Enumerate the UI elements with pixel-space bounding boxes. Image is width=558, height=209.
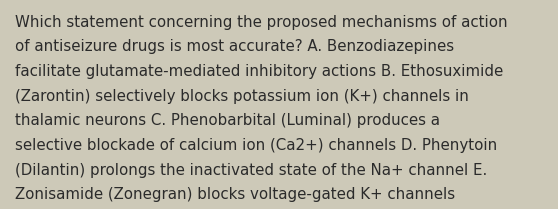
Text: Zonisamide (Zonegran) blocks voltage-gated K+ channels: Zonisamide (Zonegran) blocks voltage-gat…: [15, 187, 455, 202]
Text: facilitate glutamate-mediated inhibitory actions B. Ethosuximide: facilitate glutamate-mediated inhibitory…: [15, 64, 503, 79]
Text: Which statement concerning the proposed mechanisms of action: Which statement concerning the proposed …: [15, 15, 508, 30]
Text: of antiseizure drugs is most accurate? A. Benzodiazepines: of antiseizure drugs is most accurate? A…: [15, 39, 454, 54]
Text: (Dilantin) prolongs the inactivated state of the Na+ channel E.: (Dilantin) prolongs the inactivated stat…: [15, 163, 487, 178]
Text: selective blockade of calcium ion (Ca2+) channels D. Phenytoin: selective blockade of calcium ion (Ca2+)…: [15, 138, 497, 153]
Text: thalamic neurons C. Phenobarbital (Luminal) produces a: thalamic neurons C. Phenobarbital (Lumin…: [15, 113, 440, 128]
Text: (Zarontin) selectively blocks potassium ion (K+) channels in: (Zarontin) selectively blocks potassium …: [15, 89, 469, 104]
